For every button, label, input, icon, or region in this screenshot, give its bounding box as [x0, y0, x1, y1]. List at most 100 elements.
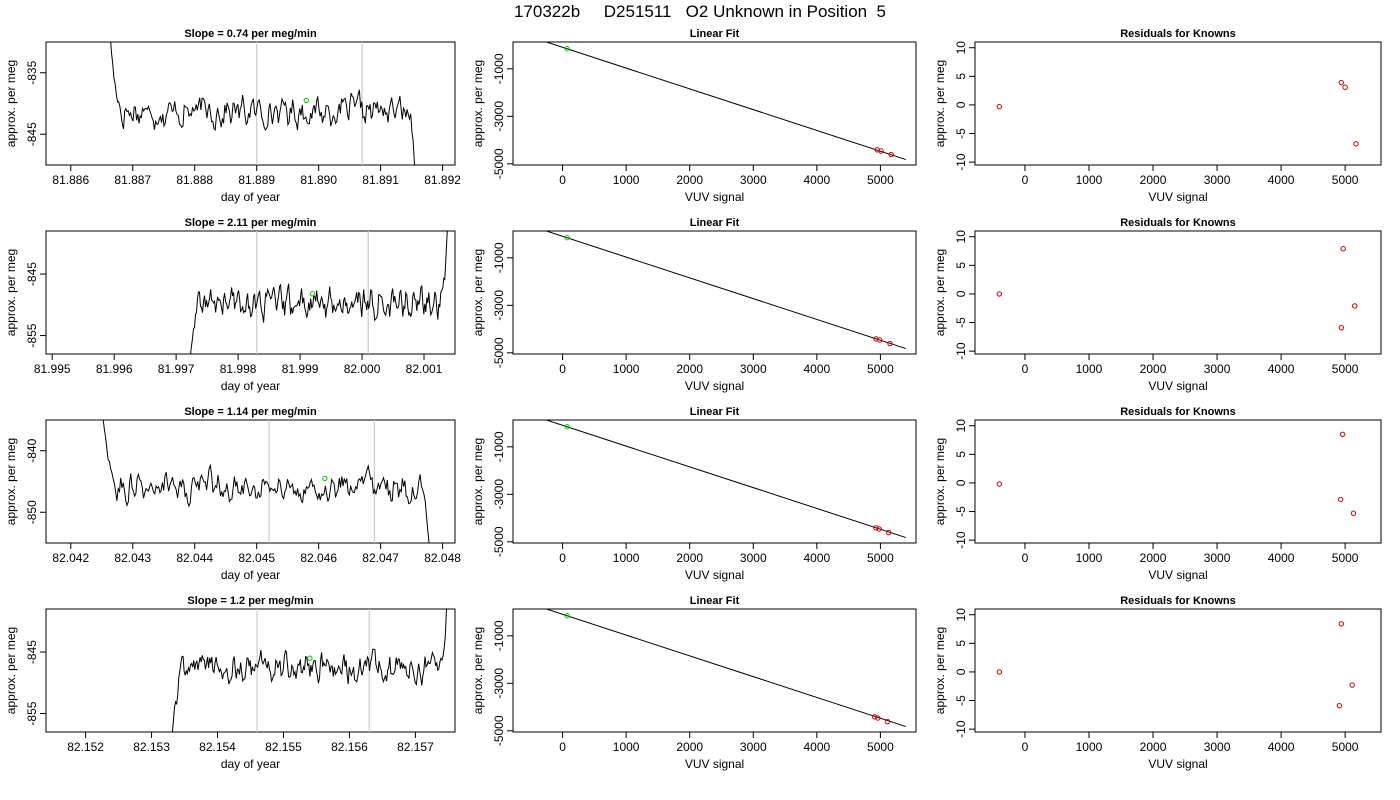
known-point: [1336, 702, 1343, 709]
x-tick-label: 0: [559, 362, 566, 376]
y-tick-label: -840: [25, 438, 39, 462]
y-tick-label: -5000: [492, 526, 506, 557]
x-tick-label: 3000: [740, 740, 767, 754]
y-tick-label: -5: [954, 695, 968, 706]
x-tick-label: 5000: [1332, 551, 1359, 565]
x-tick-label: 82.154: [199, 740, 236, 754]
y-tick-label: -5: [954, 317, 968, 328]
panel-3-2: Residuals for Knowns 0 1000 2000 3000 4000 500…: [933, 595, 1382, 771]
x-axis-label: VUV signal: [1148, 757, 1207, 771]
plot-area: [190, 231, 448, 354]
x-tick-label: 3000: [1204, 173, 1231, 187]
x-tick-label: 3000: [1204, 362, 1231, 376]
unknown-point: [309, 291, 316, 297]
panel-2-2: Residuals for Knowns 0 1000 2000 3000 4000 500…: [933, 406, 1382, 582]
x-tick-label: 3000: [740, 551, 767, 565]
unknown-point: [564, 423, 570, 430]
plot-area: [544, 231, 906, 350]
x-tick-label: 82.048: [424, 551, 461, 565]
y-tick-label: -845: [25, 122, 39, 146]
y-tick-label: -1000: [492, 242, 506, 273]
unknown-point: [303, 97, 309, 104]
unknown-point: [564, 612, 570, 619]
x-tick-label: 4000: [1268, 740, 1295, 754]
y-tick-label: 5: [954, 640, 968, 647]
x-tick-label: 2000: [1140, 551, 1167, 565]
known-point: [996, 481, 1003, 487]
x-tick-label: 4000: [1268, 362, 1295, 376]
x-tick-label: 5000: [867, 173, 894, 187]
x-tick-label: 4000: [803, 740, 830, 754]
panel-title: Slope = 1.14 per meg/min: [184, 406, 317, 418]
plot-area: [996, 621, 1355, 709]
known-point: [1339, 431, 1346, 438]
panel-3-0: Slope = 1.2 per meg/min 82.152 82.153 82.15…: [4, 595, 456, 771]
x-tick-label: 81.890: [300, 173, 337, 187]
plot-area: [544, 420, 906, 539]
plot-frame: [45, 608, 456, 733]
x-axis-label: VUV signal: [685, 379, 744, 393]
y-tick-label: 5: [954, 451, 968, 458]
y-tick-label: -5: [954, 128, 968, 139]
known-point: [873, 525, 879, 531]
panel-1-1: Linear Fit 0 1000 2000 3000 4000 5000 -1000 -300…: [471, 217, 917, 393]
y-tick-label: 10: [954, 419, 968, 433]
known-point: [888, 151, 894, 158]
x-tick-label: 0: [559, 551, 566, 565]
plot-area: [996, 431, 1357, 516]
known-point: [996, 669, 1003, 675]
known-point: [534, 603, 538, 607]
x-tick-label: 4000: [803, 362, 830, 376]
x-axis-label: VUV signal: [685, 757, 744, 771]
panel-1-2: Residuals for Knowns 0 1000 2000 3000 4000 500…: [933, 217, 1382, 393]
y-axis-label: approx. per meg: [933, 249, 947, 336]
known-point: [877, 337, 883, 343]
plot-frame: [974, 41, 1382, 166]
fit-line: [544, 42, 906, 161]
known-point: [871, 714, 878, 720]
x-tick-label: 81.996: [96, 362, 133, 376]
y-axis-label: approx. per meg: [933, 60, 947, 147]
x-tick-label: 5000: [867, 362, 894, 376]
x-tick-label: 4000: [1268, 551, 1295, 565]
y-axis-label: approx. per meg: [933, 438, 947, 525]
panel-3-1: Linear Fit 0 1000 2000 3000 4000 5000 -1000 -300…: [471, 595, 917, 771]
fit-line: [544, 609, 906, 728]
signal-trace: [190, 231, 448, 354]
plot-frame: [512, 41, 917, 166]
panel-1-0: Slope = 2.11 per meg/min 81.995 81.996 81.9…: [4, 217, 456, 393]
known-point: [1349, 682, 1355, 688]
known-point: [1350, 510, 1357, 516]
y-tick-label: 0: [954, 479, 968, 486]
y-tick-label: -10: [954, 153, 968, 171]
x-tick-label: 82.155: [265, 740, 302, 754]
plot-frame: [512, 608, 917, 733]
x-tick-label: 1000: [613, 173, 640, 187]
y-tick-label: -1000: [492, 53, 506, 84]
y-tick-label: -5000: [492, 337, 506, 368]
x-tick-label: 1000: [1076, 551, 1103, 565]
x-tick-label: 3000: [1204, 740, 1231, 754]
known-point: [1353, 141, 1359, 147]
x-tick-label: 5000: [1332, 173, 1359, 187]
x-tick-label: 82.047: [362, 551, 399, 565]
plot-frame: [45, 419, 456, 544]
known-point: [1337, 496, 1344, 503]
panel-title: Linear Fit: [690, 217, 740, 229]
x-axis-label: VUV signal: [1148, 568, 1207, 582]
panel-title: Slope = 0.74 per meg/min: [184, 28, 317, 40]
panel-0-0: Slope = 0.74 per meg/min 81.886 81.887 81.8…: [4, 28, 461, 204]
x-tick-label: 81.891: [362, 173, 399, 187]
x-tick-label: 81.888: [176, 173, 213, 187]
x-tick-label: 2000: [1140, 362, 1167, 376]
plot-area: [996, 79, 1359, 147]
plot-frame: [45, 230, 456, 355]
x-tick-label: 2000: [676, 362, 703, 376]
x-tick-label: 5000: [1332, 362, 1359, 376]
panel-title: Linear Fit: [690, 595, 740, 607]
known-point: [875, 715, 881, 721]
unknown-point: [307, 655, 313, 661]
signal-trace: [102, 420, 430, 543]
x-tick-label: 81.998: [220, 362, 257, 376]
fit-line: [544, 420, 906, 539]
